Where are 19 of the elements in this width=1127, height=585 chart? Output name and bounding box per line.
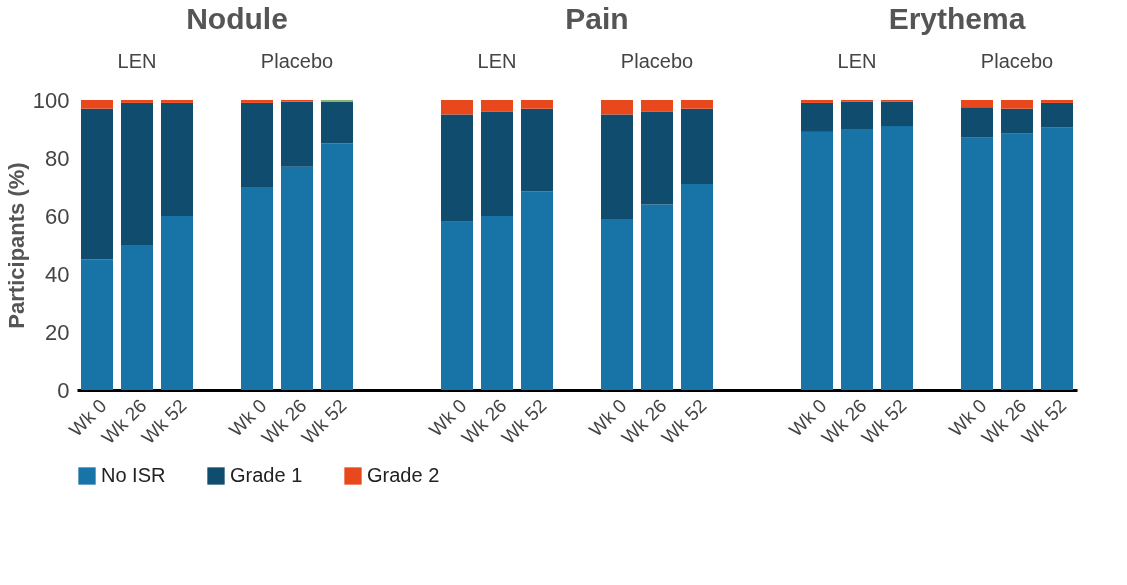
text: Nodule xyxy=(186,2,288,35)
text: Pain xyxy=(565,2,629,35)
y-axis-title: Participants (%) xyxy=(3,162,29,329)
y-tick-label: 80 xyxy=(45,145,70,171)
text: LEN xyxy=(477,50,517,72)
legend-label: Grade 2 xyxy=(367,464,440,486)
text: LEN xyxy=(837,50,877,72)
legend-label: Grade 1 xyxy=(230,464,303,486)
legend-label: No ISR xyxy=(101,464,166,486)
text: Erythema xyxy=(888,2,1026,35)
y-tick-label: 100 xyxy=(32,87,70,113)
text: LEN xyxy=(117,50,157,72)
y-tick-label: 0 xyxy=(57,377,70,403)
y-tick-label: 20 xyxy=(45,319,70,345)
y-tick-label: 60 xyxy=(45,203,70,229)
text: Placebo xyxy=(620,50,694,72)
text: Placebo xyxy=(980,50,1054,72)
y-tick-label: 40 xyxy=(45,261,70,287)
text: Placebo xyxy=(260,50,334,72)
